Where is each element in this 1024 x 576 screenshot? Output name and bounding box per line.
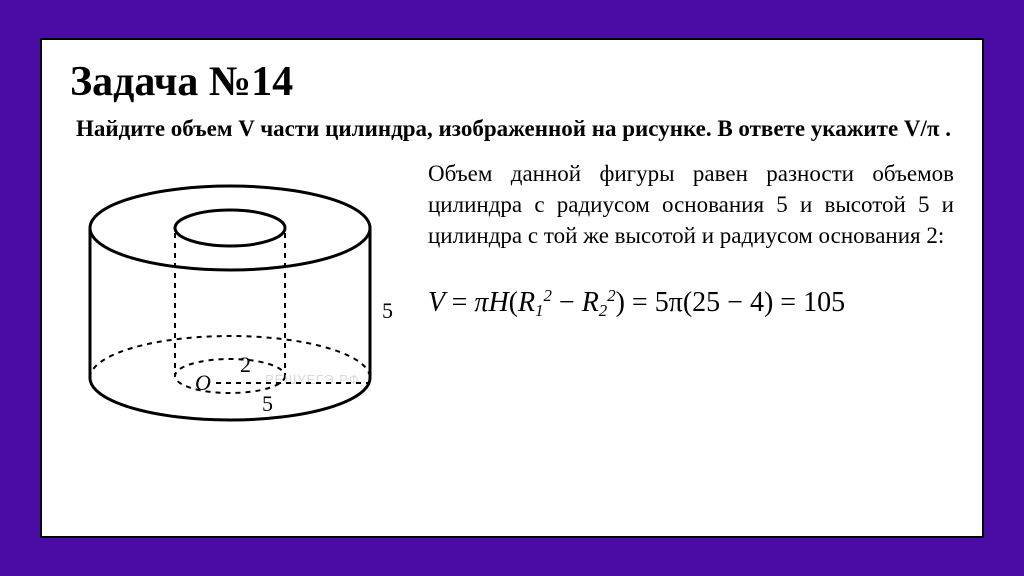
formula-5pi: 5π xyxy=(655,287,683,318)
cylinder-diagram: РЕШУЕГЭ.РФ O 2 5 5 xyxy=(70,158,410,458)
formula-sub2: 2 xyxy=(599,301,607,320)
formula-sup2: 2 xyxy=(607,286,615,305)
formula-rpar: ) xyxy=(616,287,625,318)
formula-V: V xyxy=(428,287,445,318)
label-height: 5 xyxy=(382,298,393,323)
explanation-text: Объем данной фигуры равен разности объем… xyxy=(428,158,954,251)
formula-eq1: = xyxy=(452,287,468,318)
slide-outer: Задача №14 Найдите объем V части цилиндр… xyxy=(0,0,1024,576)
formula-result: 105 xyxy=(803,287,845,318)
formula-H: H xyxy=(488,287,508,318)
label-inner-radius: 2 xyxy=(240,352,251,377)
content-row: РЕШУЕГЭ.РФ O 2 5 5 Объем данной фигуры р… xyxy=(70,158,954,458)
formula-lpar: ( xyxy=(509,287,518,318)
formula-sup1: 2 xyxy=(544,286,552,305)
label-center: O xyxy=(195,370,211,395)
formula-eq2: = xyxy=(632,287,648,318)
volume-formula: V = πH(R12 − R22) = 5π(25 − 4) = 105 xyxy=(428,287,954,319)
formula-eq3: = xyxy=(780,287,796,318)
right-column: Объем данной фигуры равен разности объем… xyxy=(410,158,954,319)
formula-diff: (25 − 4) xyxy=(683,287,773,318)
slide-prompt: Найдите объем V части цилиндра, изображе… xyxy=(70,114,954,144)
slide-title: Задача №14 xyxy=(70,58,954,106)
formula-minus1: − xyxy=(559,287,575,318)
formula-R2: R xyxy=(582,287,599,318)
slide-card: Задача №14 Найдите объем V части цилиндр… xyxy=(40,38,984,538)
formula-pi: π xyxy=(474,287,488,318)
formula-sub1: 1 xyxy=(535,301,543,320)
watermark-text: РЕШУЕГЭ.РФ xyxy=(265,372,360,387)
formula-R1: R xyxy=(518,287,535,318)
label-outer-radius: 5 xyxy=(262,391,273,416)
